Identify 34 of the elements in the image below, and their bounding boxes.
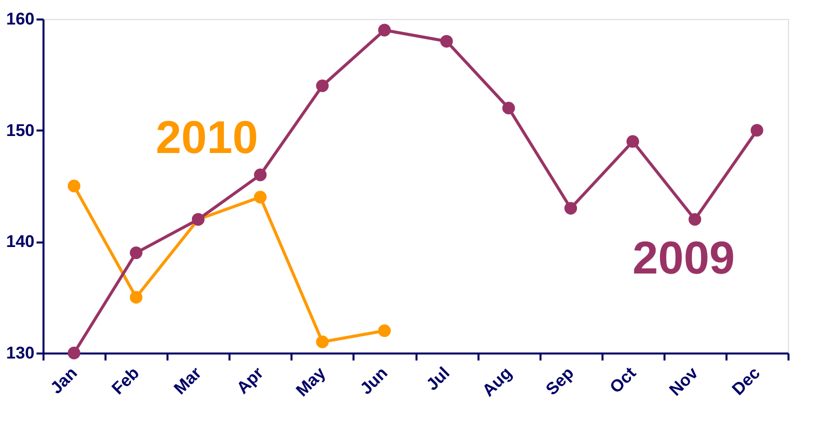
- x-tick-label: Feb: [108, 363, 143, 398]
- x-tick-label: Apr: [233, 363, 268, 398]
- point: [378, 24, 391, 36]
- x-tick-label: Jun: [356, 363, 392, 398]
- point: [316, 336, 329, 348]
- x-tick-label: May: [292, 363, 330, 400]
- x-tick-label: Sep: [542, 363, 578, 399]
- series-label: 2010: [156, 111, 258, 164]
- point: [254, 190, 267, 204]
- y-tick-label: 160: [6, 10, 34, 28]
- x-tick-label: Nov: [666, 363, 702, 400]
- point: [750, 124, 764, 137]
- point: [68, 180, 80, 192]
- point: [130, 246, 142, 260]
- y-tick-label: 140: [6, 232, 34, 252]
- point: [688, 213, 702, 226]
- point: [254, 168, 267, 182]
- x-tick-label: Dec: [728, 363, 764, 399]
- point: [68, 346, 80, 360]
- point: [502, 102, 515, 114]
- x-tick-label: Oct: [606, 363, 640, 397]
- series-label: 2009: [632, 231, 735, 284]
- y-tick-label: 130: [6, 344, 34, 362]
- x-tick-label: Jul: [422, 363, 454, 394]
- point: [130, 291, 142, 304]
- point: [316, 79, 329, 92]
- point: [564, 202, 578, 215]
- point: [378, 324, 391, 338]
- x-tick-label: Aug: [478, 363, 516, 400]
- point: [626, 135, 640, 148]
- x-tick-label: Jan: [46, 363, 81, 398]
- y-tick-label: 150: [6, 120, 34, 140]
- x-tick-label: Mar: [170, 363, 206, 398]
- point: [440, 34, 453, 48]
